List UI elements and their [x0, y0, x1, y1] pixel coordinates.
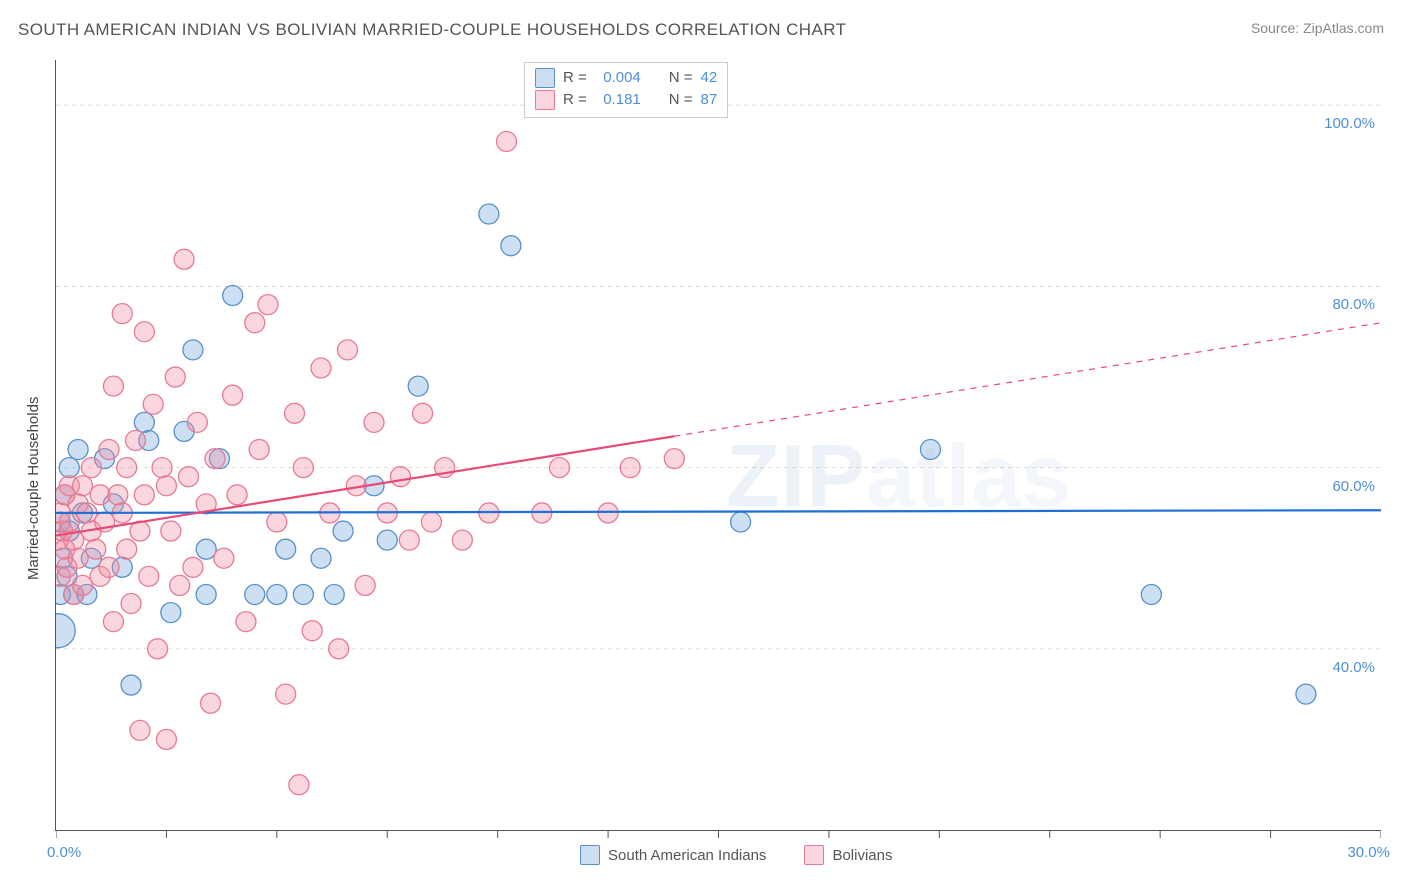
y-tick-label: 60.0% [1332, 478, 1375, 495]
source-label: Source: ZipAtlas.com [1251, 20, 1384, 36]
x-tick-label: 30.0% [1330, 844, 1390, 861]
legend-swatch [804, 845, 824, 865]
correlation-legend: R =0.004N =42R =0.181N =87 [524, 62, 728, 118]
legend-row: R =0.004N =42 [535, 67, 717, 89]
legend-swatch [535, 68, 555, 88]
legend-row: R =0.181N =87 [535, 89, 717, 111]
chart-title: SOUTH AMERICAN INDIAN VS BOLIVIAN MARRIE… [18, 20, 846, 40]
legend-series-label: Bolivians [832, 847, 892, 864]
series-legend: South American Indians Bolivians [580, 845, 922, 865]
legend-swatch [535, 90, 555, 110]
y-tick-label: 100.0% [1324, 115, 1375, 132]
x-tick-label: 0.0% [47, 844, 107, 861]
y-tick-label: 80.0% [1332, 296, 1375, 313]
y-tick-label: 40.0% [1332, 659, 1375, 676]
y-axis-label: Married-couple Households [25, 397, 42, 580]
legend-series-label: South American Indians [608, 847, 766, 864]
legend-swatch [580, 845, 600, 865]
chart-area: ZIPatlas R =0.004N =42R =0.181N =87 40.0… [55, 60, 1381, 831]
plot-svg [56, 60, 1381, 840]
